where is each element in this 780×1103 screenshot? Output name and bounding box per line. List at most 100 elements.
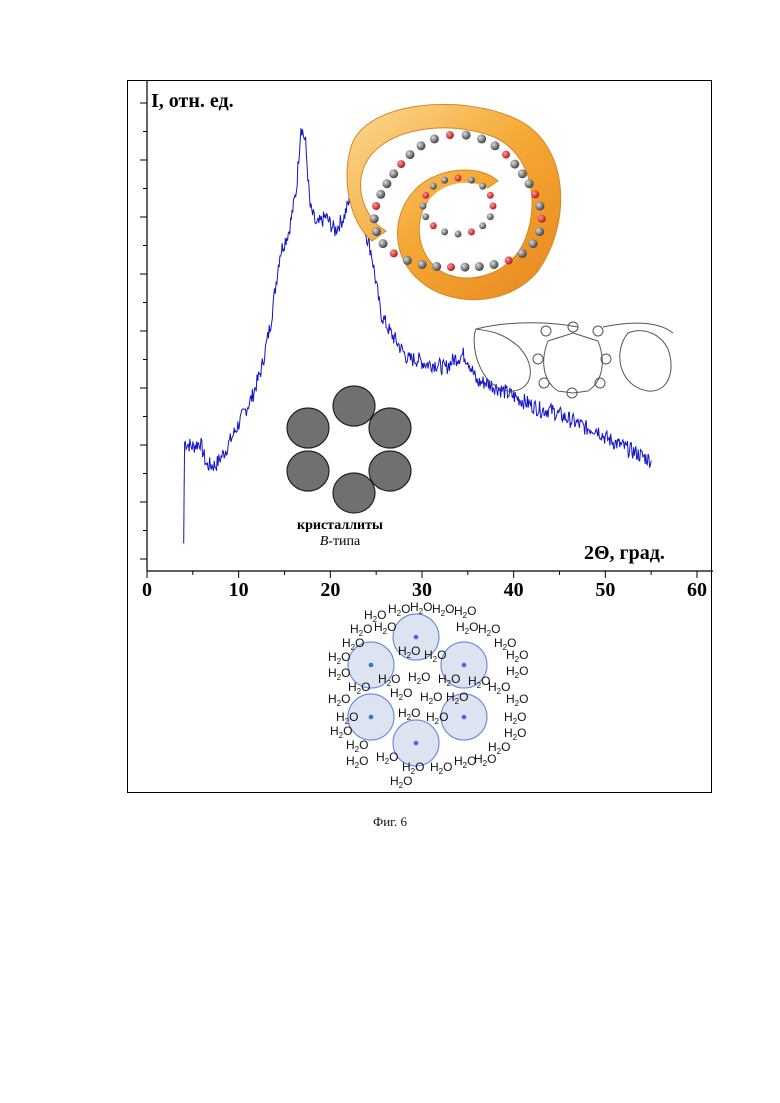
oxygen-atom [390,249,398,257]
x-tick-label: 40 [504,579,524,601]
inner-atom [455,231,462,238]
inner-atom [430,222,437,229]
crystallite-center [462,663,467,668]
water-molecule-label: H2O [456,620,478,636]
amylose-helix-illustration [347,104,561,299]
water-molecule-label: H2O [506,692,528,708]
carbon-atom [418,260,427,269]
water-molecule-label: H2O [446,690,468,706]
water-molecule-label: H2O [432,602,454,618]
sugar-ring [533,354,543,364]
inner-atom [468,228,475,235]
xrd-figure: 0102030405060 I, отн. ед. 2Θ, град. крис… [128,81,713,794]
carbon-atom [518,249,527,258]
carbon-atom [477,134,486,143]
carbon-atom [379,239,388,248]
carbon-atom [475,262,484,271]
oxygen-atom [447,263,455,271]
water-molecule-label: H2O [388,602,410,618]
x-axis-title: 2Θ, град. [584,542,665,564]
sugar-ring [593,326,603,336]
crystallite-particle [369,408,411,448]
water-molecule-label: H2O [454,604,476,620]
crystallite-center [414,741,419,746]
x-tick-label: 60 [687,579,707,601]
b-type-crystallite-diagram [287,386,411,513]
water-molecule-label: H2O [390,774,412,790]
water-molecule-label: H2O [430,760,452,776]
carbon-atom [461,263,470,272]
crystallite-particle [369,451,411,491]
carbon-atom [491,141,500,150]
water-molecule-label: H2O [408,670,430,686]
inner-atom [487,192,494,199]
crystallite-center [369,663,374,668]
crystallite-particle [287,408,329,448]
water-molecule-label: H2O [504,710,526,726]
carbon-atom [382,179,391,188]
carbon-atom [403,256,412,265]
crystallite-particle [333,386,375,426]
water-molecule-label: H2O [374,620,396,636]
water-molecule-label: H2O [398,706,420,722]
crystallite-particle [333,473,375,513]
crystallites-type-label: B-типа [320,534,361,549]
carbon-atom [417,141,426,150]
carbon-atom [406,150,415,159]
x-tick-label: 20 [320,579,340,601]
crystallite-center [462,715,467,720]
inner-atom [487,213,494,220]
inner-atom [468,177,475,184]
water-molecule-label: H2O [390,686,412,702]
x-tick-label: 0 [142,579,152,601]
carbon-atom [535,227,544,236]
figure-caption: Фиг. 6 [0,814,780,830]
x-tick-label: 30 [412,579,432,601]
carbon-atom [525,179,534,188]
sugar-ring [541,326,551,336]
carbon-atom [518,169,527,178]
carbon-atom [389,169,398,178]
carbon-atom [432,262,441,271]
carbon-atom [490,260,499,269]
crystallite-center [414,635,419,640]
water-molecule-label: H2O [346,754,368,770]
carbon-atom [430,134,439,143]
water-molecule-label: H2O [426,710,448,726]
inner-atom [430,183,437,190]
carbon-atom [510,160,519,169]
water-molecule-label: H2O [506,648,528,664]
x-tick-label: 10 [229,579,249,601]
water-molecule-label: H2O [410,600,432,616]
inner-atom [479,222,486,229]
sugar-ring [539,378,549,388]
y-axis-title: I, отн. ед. [151,90,234,112]
inner-atom [441,177,448,184]
inner-atom [490,203,497,210]
carbon-atom [370,214,379,223]
oxygen-atom [397,160,405,168]
oxygen-atom [446,131,454,139]
water-molecule-label: H2O [346,738,368,754]
inner-atom [455,175,462,182]
carbon-atom [376,190,385,199]
inner-atom [422,192,429,199]
crystallite-center [369,715,374,720]
carbon-atom [529,239,538,248]
oxygen-atom [538,215,546,223]
inner-atom [479,183,486,190]
water-molecule-label: H2O [474,752,496,768]
water-molecule-label: H2O [506,664,528,680]
carbon-atom [535,202,544,211]
water-molecule-label: H2O [328,650,350,666]
oxygen-atom [505,256,513,264]
x-tick-label: 50 [595,579,615,601]
carbon-atom [462,131,471,140]
inner-atom [422,213,429,220]
water-molecule-label: H2O [420,690,442,706]
figure-frame: 0102030405060 I, отн. ед. 2Θ, град. крис… [127,80,712,793]
water-molecule-label: H2O [328,692,350,708]
inner-atom [441,228,448,235]
water-molecule-label: H2O [376,750,398,766]
oxygen-atom [531,190,539,198]
